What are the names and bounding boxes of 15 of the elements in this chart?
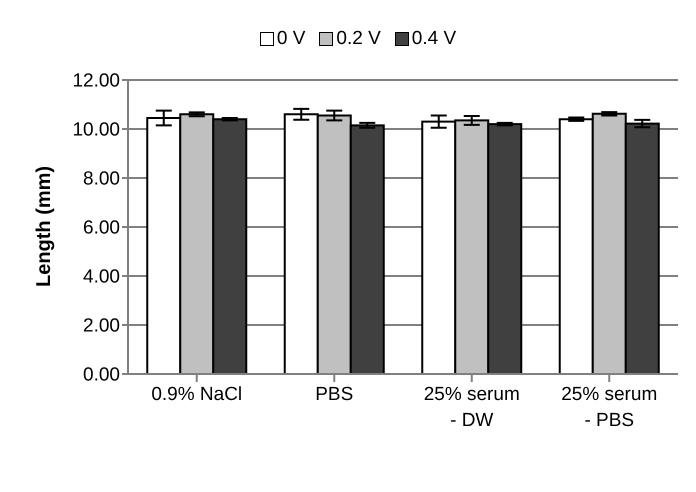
legend-label: 0.2 V xyxy=(335,28,381,50)
x-tick-label: 0.9% NaCl xyxy=(151,384,242,405)
y-tick-label: 0.00 xyxy=(83,364,120,386)
y-tick-label: 2.00 xyxy=(83,316,120,337)
y-tick-label: 4.00 xyxy=(83,266,120,288)
y-tick-label: 12.00 xyxy=(72,70,120,92)
y-axis-title: Length (mm) xyxy=(33,166,56,287)
x-tick-label: 25% serum - DW xyxy=(424,384,520,431)
y-tick-label: 8.00 xyxy=(83,168,120,190)
legend-label: 0.4 V xyxy=(410,28,456,50)
x-tick-label: PBS xyxy=(315,384,354,405)
y-tick-label: 6.00 xyxy=(83,218,120,239)
x-tick-label: 25% serum - PBS xyxy=(561,384,658,431)
y-tick-label: 10.00 xyxy=(72,120,120,141)
legend-label: 0 V xyxy=(276,28,306,50)
